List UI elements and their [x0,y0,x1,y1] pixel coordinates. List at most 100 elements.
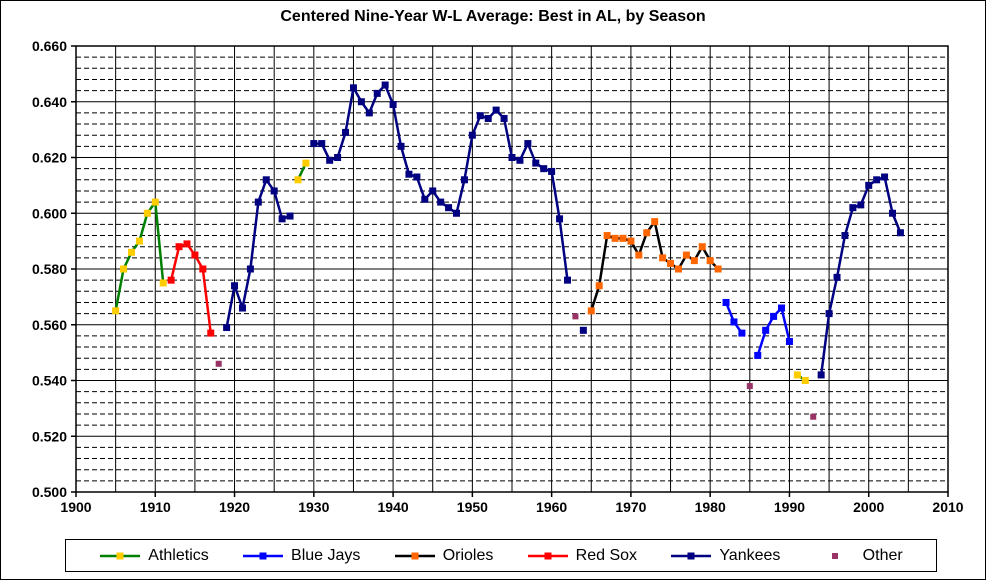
legend-marker-athletics [100,552,141,559]
data-point-marker-yankees [413,173,421,181]
data-point-marker-yankees [342,128,350,136]
series-red-sox [167,240,215,337]
y-tick-label: 0.620 [32,150,67,166]
data-point-marker-orioles [643,229,651,237]
data-point-marker-yankees [373,89,381,97]
legend-item-athletics: Athletics [99,546,209,565]
x-tick-label: 1910 [140,499,171,515]
data-point-marker-yankees [468,131,476,139]
legend-marker-other [831,552,838,559]
gridlines [75,45,949,493]
x-tick-label: 2010 [932,499,963,515]
data-point-marker-athletics [127,248,135,256]
legend-label-athletics: Athletics [148,546,209,564]
data-point-marker-other [215,360,222,367]
data-point-marker-orioles [659,254,667,262]
series-line-athletics [114,200,165,312]
data-point-marker-blue-jays [730,318,738,326]
data-point-marker-blue-jays [754,351,762,359]
data-point-marker-yankees [223,324,231,332]
data-point-marker-athletics [793,371,801,379]
data-point-marker-other [572,313,579,320]
data-point-marker-red-sox [191,251,199,259]
legend-item-yankees: Yankees [670,547,780,565]
legend-item-orioles: Orioles [394,547,493,565]
data-point-marker-yankees [357,98,365,106]
data-point-marker-yankees [817,371,825,379]
data-point-marker-yankees [540,165,548,173]
data-point-marker-orioles [667,259,675,267]
data-point-marker-athletics [120,265,128,273]
data-point-marker-orioles [611,234,619,242]
series-blue-jays [722,298,793,359]
x-tick-label: 1900 [60,499,91,515]
y-tick-label: 0.660 [32,38,67,54]
data-point-marker-yankees [389,101,397,109]
legend-label-red-sox: Red Sox [575,546,638,564]
series-line-yankees [313,83,569,281]
data-point-marker-yankees [254,198,262,206]
data-point-marker-yankees [825,310,833,318]
legend-marker-yankees [671,552,712,559]
data-point-marker-red-sox [175,243,183,251]
data-point-marker-yankees [238,304,246,312]
data-point-marker-blue-jays [785,337,793,345]
data-point-marker-yankees [833,273,841,281]
legend-item-blue-jays: Blue Jays [242,547,360,565]
data-point-marker-yankees [563,276,571,284]
y-tick-label: 0.600 [32,205,67,221]
data-point-marker-yankees [460,176,468,184]
data-point-marker-red-sox [207,329,215,337]
data-point-marker-blue-jays [738,329,746,337]
x-tick-label: 1920 [219,499,250,515]
data-point-marker-orioles [595,282,603,290]
data-point-marker-orioles [627,237,635,245]
data-point-marker-yankees [365,109,373,117]
data-point-marker-yankees [246,265,254,273]
data-point-marker-yankees [865,181,873,189]
data-point-marker-orioles [674,265,682,273]
x-tick-label: 1980 [695,499,726,515]
data-point-marker-other [810,413,817,420]
data-point-marker-orioles [603,232,611,240]
x-tick-label: 1950 [457,499,488,515]
data-point-marker-yankees [397,142,405,150]
data-point-marker-other [746,383,753,390]
data-point-marker-orioles [714,265,722,273]
legend-label-other: Other [862,546,903,564]
data-point-marker-yankees [231,282,239,290]
data-point-marker-blue-jays [778,304,786,312]
x-tick-label: 1990 [774,499,805,515]
data-point-marker-yankees [262,176,270,184]
data-point-marker-yankees [437,198,445,206]
data-point-marker-yankees [381,81,389,89]
data-point-marker-orioles [651,218,659,226]
data-point-marker-yankees [873,176,881,184]
x-tick-label: 2000 [853,499,884,515]
data-point-marker-athletics [801,377,809,384]
series-yankees [223,81,904,379]
data-point-marker-red-sox [167,276,175,284]
legend-label-blue-jays: Blue Jays [291,546,361,564]
data-point-marker-yankees [556,215,564,223]
data-point-marker-yankees [548,167,556,175]
data-point-marker-yankees [476,112,484,120]
x-tick-label: 1970 [615,499,646,515]
data-point-marker-orioles [706,257,714,265]
y-tick-label: 0.520 [32,428,67,444]
data-point-marker-orioles [698,243,706,251]
data-point-marker-blue-jays [722,298,730,306]
data-point-marker-yankees [516,156,524,164]
data-point-marker-orioles [635,251,643,259]
x-tick-label: 1940 [378,499,409,515]
data-point-marker-athletics [159,279,167,287]
data-point-marker-yankees [445,204,453,212]
data-point-marker-athletics [143,209,151,217]
data-point-marker-yankees [349,84,357,92]
data-point-marker-yankees [286,212,294,220]
legend-item-other: Other [814,547,903,565]
data-point-marker-yankees [492,106,500,114]
y-tick-label: 0.500 [32,484,67,500]
data-point-marker-yankees [896,229,904,237]
